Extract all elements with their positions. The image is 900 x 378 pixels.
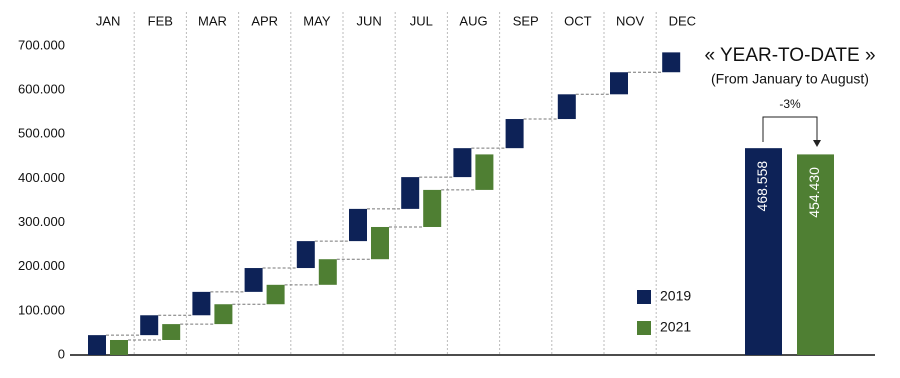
change-arrow [813, 140, 821, 147]
ytd-bar [745, 148, 782, 355]
x-tick-label: JUL [410, 13, 433, 28]
y-tick-label: 300.000 [18, 214, 65, 229]
ytd-change: -3% [779, 97, 801, 111]
x-tick-label: FEB [148, 13, 173, 28]
x-tick-label: JUN [356, 13, 381, 28]
x-tick-label: AUG [459, 13, 487, 28]
waterfall-bar [475, 154, 494, 190]
waterfall-bar [371, 226, 389, 260]
y-tick-label: 100.000 [18, 302, 65, 317]
x-tick-label: NOV [616, 13, 645, 28]
waterfall-bar [318, 259, 337, 285]
x-tick-label: MAR [198, 13, 227, 28]
ytd-value-label: 468.558 [754, 161, 770, 212]
waterfall-bar [423, 189, 442, 227]
x-tick-label: APR [251, 13, 278, 28]
y-tick-label: 0 [58, 346, 65, 361]
legend-swatch [637, 321, 651, 335]
y-tick-label: 500.000 [18, 126, 65, 141]
waterfall-bar [162, 324, 181, 340]
y-tick-label: 200.000 [18, 258, 65, 273]
y-tick-label: 400.000 [18, 170, 65, 185]
waterfall-bar [662, 52, 681, 73]
x-tick-label: DEC [669, 13, 696, 28]
ytd-subtitle: (From January to August) [711, 71, 869, 87]
waterfall-bar [453, 148, 472, 178]
waterfall-bar [88, 335, 106, 355]
waterfall-bar [266, 284, 285, 305]
waterfall-bar [140, 315, 159, 336]
waterfall-bar [610, 72, 628, 95]
waterfall-bar [296, 241, 315, 269]
waterfall-bar [244, 268, 263, 292]
y-tick-label: 600.000 [18, 82, 65, 97]
ytd-title: « YEAR-TO-DATE » [704, 45, 875, 66]
legend-label: 2019 [660, 288, 691, 304]
legend-swatch [637, 290, 651, 304]
x-tick-label: MAY [303, 13, 331, 28]
waterfall-bar [214, 304, 233, 325]
y-tick-label: 700.000 [18, 37, 65, 52]
waterfall-bar [505, 119, 524, 149]
waterfall-bar [192, 291, 211, 316]
legend-label: 2021 [660, 319, 691, 335]
x-tick-label: JAN [96, 13, 121, 28]
waterfall-bar [557, 94, 576, 120]
x-tick-label: SEP [513, 13, 539, 28]
waterfall-bar [349, 208, 367, 242]
waterfall-bar [401, 177, 420, 209]
ytd-bar [797, 154, 834, 355]
change-bracket [762, 116, 818, 142]
waterfall-bar [110, 339, 128, 355]
x-tick-label: OCT [564, 13, 592, 28]
ytd-value-label: 454.430 [806, 167, 822, 218]
